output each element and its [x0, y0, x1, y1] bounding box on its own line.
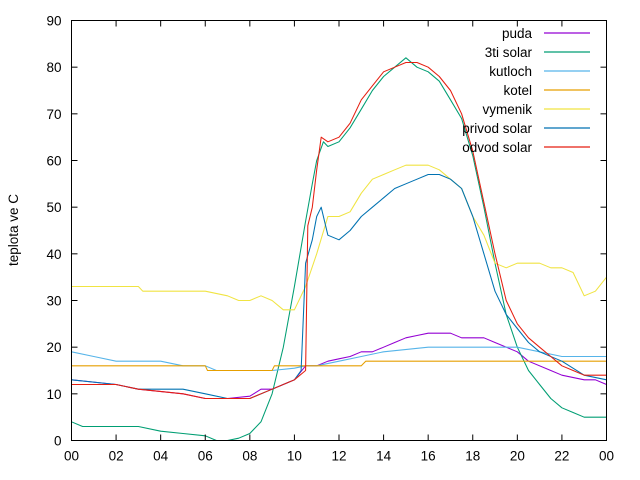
ticks-layer: 00 02 04 06 08 10 12 14 16 18 20 22 0001020304050607… [46, 14, 614, 464]
legend-label: vymenik [482, 102, 532, 117]
x-tick-label: 14 [376, 449, 392, 464]
x-tick-label: 06 [198, 449, 213, 464]
x-tick-label: 08 [242, 449, 257, 464]
series-line-kotel [71, 360, 607, 372]
x-tick-label: 22 [554, 449, 569, 464]
y-tick-label: 70 [46, 107, 61, 122]
series-line-puda [71, 332, 607, 400]
x-tick-label: 20 [510, 449, 525, 464]
legend-label: privod solar [462, 121, 532, 136]
y-tick-label: 30 [46, 294, 61, 309]
legend-label: kotel [503, 83, 532, 98]
x-tick-label: 00 [64, 449, 79, 464]
y-tick-label: 50 [46, 200, 61, 215]
x-tick-label: 18 [465, 449, 480, 464]
x-tick-label: 04 [153, 449, 169, 464]
legend: puda 3ti solar kutloch kotel vymenik privod s… [462, 26, 590, 155]
series-line-vymenik [71, 164, 607, 311]
x-tick-label: 12 [331, 449, 346, 464]
legend-label: kutloch [489, 64, 532, 79]
y-tick-label: 40 [46, 247, 61, 262]
y-tick-label: 80 [46, 60, 61, 75]
y-tick-label: 20 [46, 340, 61, 355]
x-tick-label: 10 [287, 449, 302, 464]
legend-label: odvod solar [462, 140, 532, 155]
y-axis-label: teplota ve C [6, 194, 21, 266]
y-tick-label: 0 [54, 434, 62, 449]
x-tick-label: 00 [599, 449, 614, 464]
x-tick-label: 02 [109, 449, 124, 464]
y-tick-label: 10 [46, 387, 61, 402]
series-line-odvod-solar [71, 61, 607, 400]
y-tick-label: 60 [46, 154, 61, 169]
legend-label: 3ti solar [485, 45, 533, 60]
x-tick-label: 16 [421, 449, 436, 464]
legend-label: puda [502, 26, 533, 41]
y-tick-label: 90 [46, 14, 61, 29]
